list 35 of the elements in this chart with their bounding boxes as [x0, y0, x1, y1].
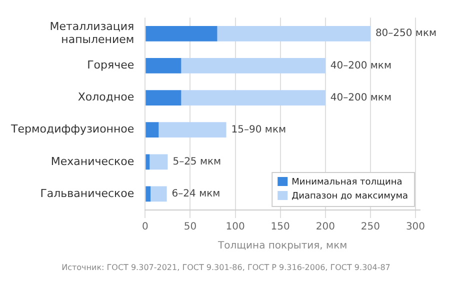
- y-tick-label: Металлизация напылением: [50, 20, 134, 46]
- y-tick-label: Горячее: [87, 58, 134, 72]
- bar: [181, 58, 326, 74]
- bar: [146, 58, 182, 74]
- bar: [146, 26, 218, 42]
- x-tick-label: 50: [184, 222, 197, 233]
- annotation: 80–250 мкм: [375, 28, 437, 40]
- y-tick-label: Гальваническое: [40, 186, 134, 200]
- x-tick-label: 0: [142, 222, 148, 233]
- bar: [146, 154, 150, 170]
- legend-label: Минимальная толщина: [292, 177, 402, 188]
- bar: [217, 26, 370, 42]
- bar: [146, 90, 182, 106]
- y-tick-label: Термодиффузионное: [10, 122, 134, 136]
- x-axis-title: Толщина покрытия, мкм: [217, 240, 348, 252]
- bar: [150, 154, 168, 170]
- annotation: 5–25 мкм: [172, 156, 222, 168]
- x-tick-label: 150: [270, 222, 290, 233]
- annotation: 40–200 мкм: [330, 60, 392, 72]
- y-tick-label: Механическое: [50, 154, 134, 168]
- x-tick-label: 100: [226, 222, 245, 233]
- annotation: 40–200 мкм: [330, 92, 392, 104]
- x-tick-label: 300: [406, 222, 426, 233]
- x-tick-label: 200: [316, 222, 335, 233]
- annotation: 15–90 мкм: [231, 124, 286, 136]
- legend-label: Диапазон до максимума: [292, 191, 408, 202]
- bar: [181, 90, 326, 106]
- annotation: 6–24 мкм: [172, 188, 220, 200]
- bar: [146, 122, 159, 138]
- bar: [146, 186, 151, 202]
- text: Источник: ГОСТ 9.307-2021, ГОСТ 9.301-86, ГОСТ Р 9.316-2006, ГОСТ 9.304-87: [62, 263, 390, 272]
- bar: [150, 186, 167, 202]
- y-tick-label: Холодное: [78, 90, 134, 104]
- x-tick-label: 250: [360, 222, 380, 233]
- bar: [158, 122, 226, 138]
